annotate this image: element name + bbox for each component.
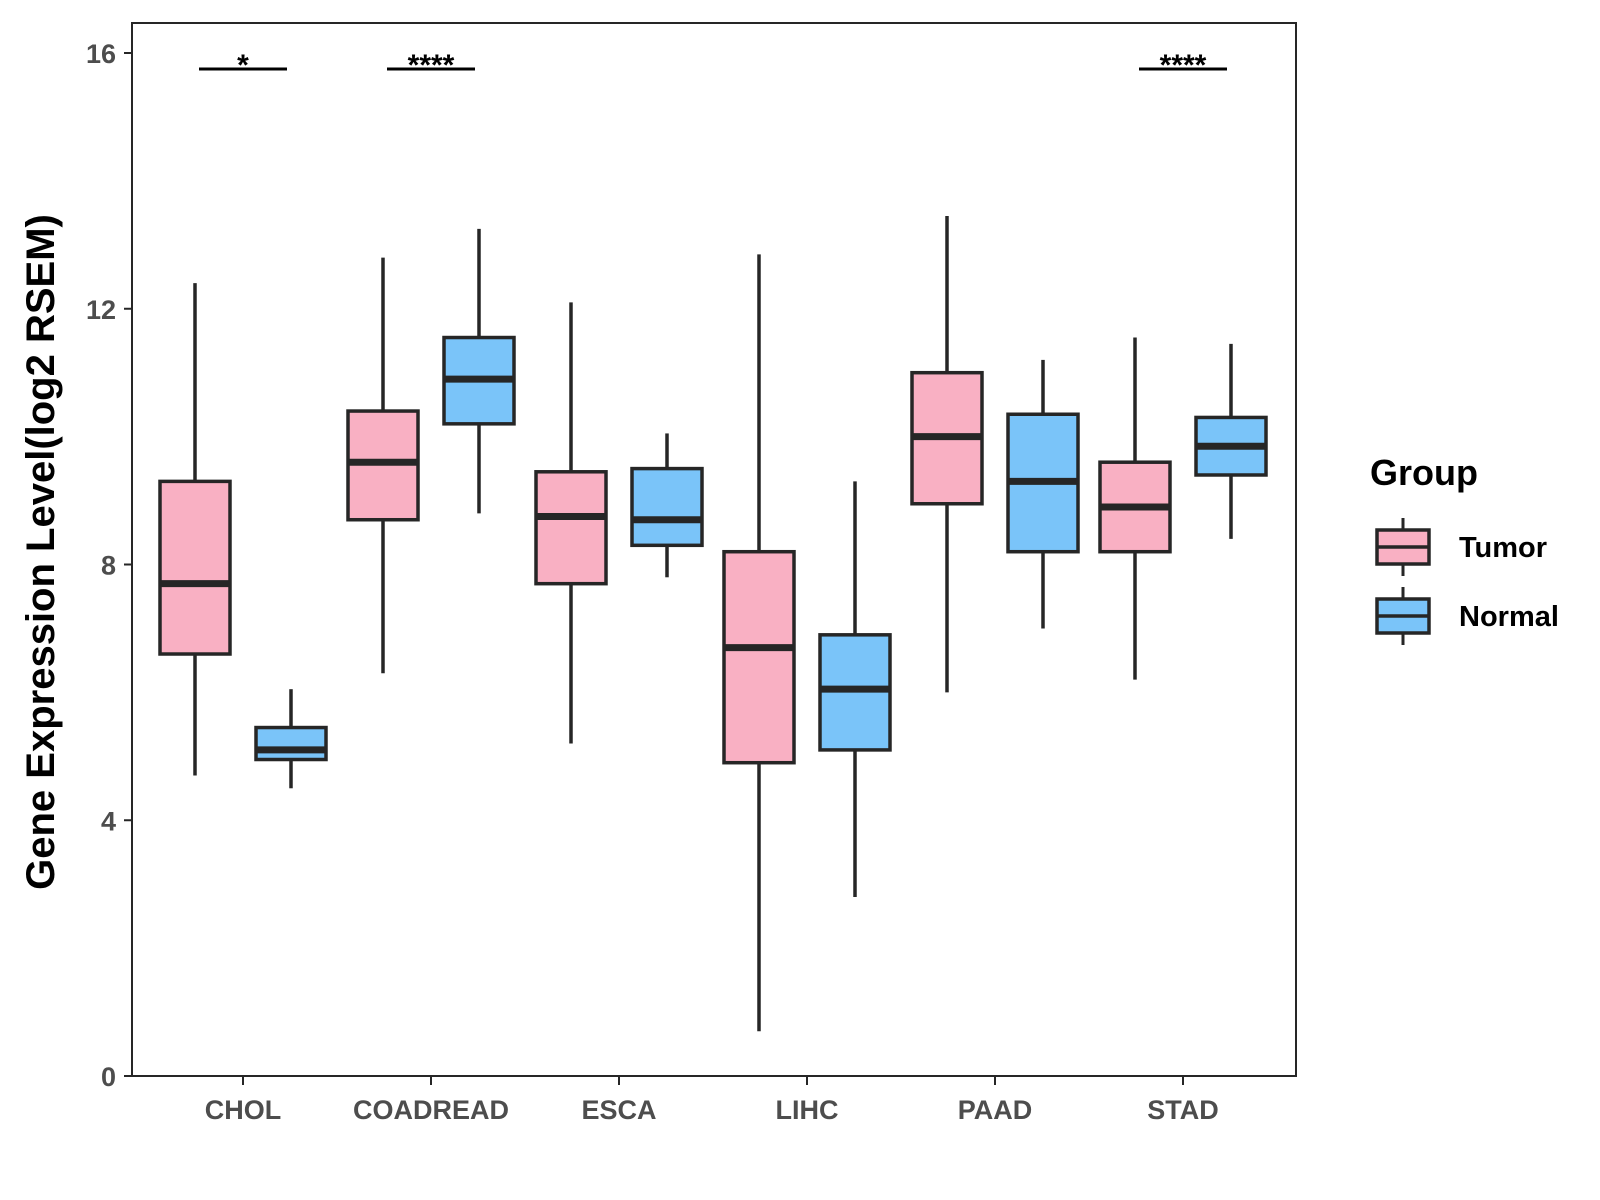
box-tumor-STAD — [1098, 337, 1172, 680]
box-body — [158, 479, 232, 656]
x-tick-label-STAD: STAD — [1147, 1095, 1219, 1125]
x-tick-label-LIHC: LIHC — [776, 1095, 839, 1125]
significance-layer: * **** **** — [199, 49, 1227, 82]
box-normal-STAD — [1194, 343, 1268, 539]
y-axis: 0 4 8 12 16 — [86, 39, 132, 1092]
box-normal-COADREAD — [442, 228, 516, 514]
y-tick-label-8: 8 — [101, 551, 116, 581]
x-axis: CHOL COADREAD ESCA LIHC PAAD STAD — [205, 1076, 1219, 1125]
y-axis-title: Gene Expression Level(log2 RSEM) — [19, 214, 63, 890]
significance-label-COADREAD: **** — [408, 49, 455, 82]
box-normal-LIHC — [818, 481, 892, 897]
box-body — [534, 470, 608, 586]
legend-label-normal: Normal — [1459, 601, 1559, 633]
box-body — [630, 466, 704, 548]
y-tick-label-12: 12 — [86, 295, 116, 325]
box-tumor-PAAD — [910, 216, 984, 693]
box-tumor-LIHC — [722, 254, 796, 1032]
significance-label-STAD: **** — [1160, 49, 1207, 82]
legend-label-tumor: Tumor — [1459, 532, 1547, 564]
legend-key-normal — [1375, 587, 1431, 645]
x-tick-label-PAAD: PAAD — [958, 1095, 1033, 1125]
box-tumor-ESCA — [534, 302, 608, 744]
box-tumor-CHOL — [158, 283, 232, 776]
box-body — [722, 549, 796, 765]
y-tick-label-16: 16 — [86, 39, 116, 69]
x-tick-label-ESCA: ESCA — [581, 1095, 656, 1125]
legend: Group Tumor Normal — [1370, 452, 1559, 645]
box-body — [254, 725, 328, 762]
x-tick-label-CHOL: CHOL — [205, 1095, 282, 1125]
y-tick-label-4: 4 — [101, 806, 116, 836]
boxes-layer — [158, 216, 1268, 1032]
box-tumor-COADREAD — [346, 257, 420, 674]
legend-key-tumor — [1375, 518, 1431, 576]
box-normal-PAAD — [1006, 359, 1080, 629]
significance-label-CHOL: * — [237, 49, 249, 82]
y-tick-label-0: 0 — [101, 1062, 116, 1092]
box-normal-CHOL — [254, 689, 328, 789]
legend-title: Group — [1370, 452, 1478, 493]
box-normal-ESCA — [630, 433, 704, 578]
x-tick-label-COADREAD: COADREAD — [353, 1095, 509, 1125]
